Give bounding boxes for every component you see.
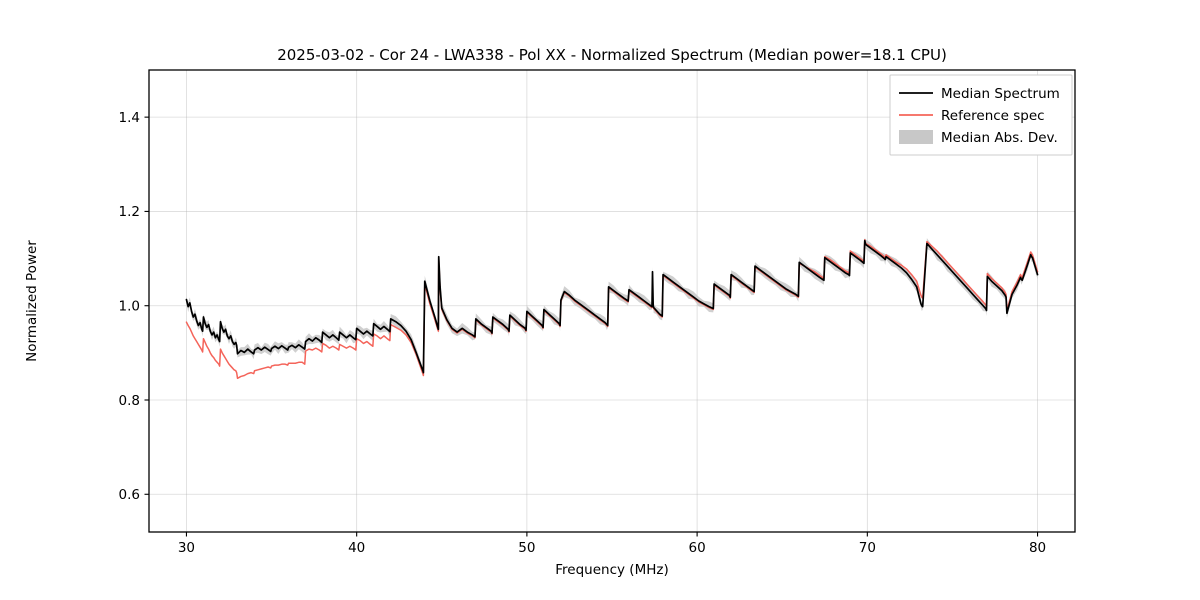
legend-entry-label: Median Abs. Dev. bbox=[941, 130, 1058, 146]
legend-patch-swatch bbox=[899, 130, 933, 144]
axis-tick-labels: 30 40 50 60 70 80 0.6 0.8 1.0 1.2 1.4 bbox=[119, 110, 1047, 556]
y-tick-label: 0.6 bbox=[119, 487, 140, 503]
series-median-spectrum bbox=[185, 239, 1039, 374]
y-tick-label: 1.2 bbox=[119, 204, 140, 220]
x-tick-label: 60 bbox=[689, 540, 706, 556]
y-tick-label: 1.4 bbox=[119, 110, 140, 126]
x-tick-label: 70 bbox=[859, 540, 876, 556]
axis-ticks bbox=[144, 116, 1039, 537]
x-tick-label: 80 bbox=[1029, 540, 1046, 556]
y-tick-label: 0.8 bbox=[119, 393, 140, 409]
axes-frame bbox=[148, 69, 1076, 533]
x-tick-label: 50 bbox=[518, 540, 535, 556]
y-axis-label: Normalized Power bbox=[24, 240, 40, 362]
x-tick-label: 30 bbox=[178, 540, 195, 556]
x-axis-label: Frequency (MHz) bbox=[555, 562, 668, 578]
legend-entry-label: Median Spectrum bbox=[941, 86, 1060, 102]
legend-entry-label: Reference spec bbox=[941, 108, 1045, 124]
y-tick-label: 1.0 bbox=[119, 299, 140, 315]
page-title: 2025-03-02 - Cor 24 - LWA338 - Pol XX - … bbox=[277, 46, 947, 64]
x-tick-label: 40 bbox=[348, 540, 365, 556]
legend: Median Spectrum Reference spec Median Abs.… bbox=[889, 74, 1073, 156]
legend-box bbox=[889, 74, 1073, 156]
data-series-group bbox=[185, 238, 1039, 380]
